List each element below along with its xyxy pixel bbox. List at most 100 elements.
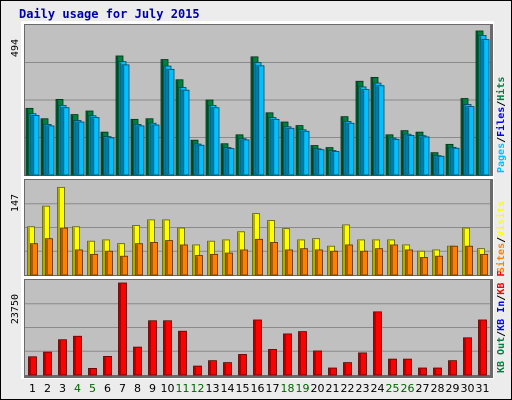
bar-kb_f-shade xyxy=(434,368,436,375)
x-tick-label: 28 xyxy=(431,382,445,395)
x-tick-label: 14 xyxy=(221,382,235,395)
bar-pages xyxy=(76,121,85,176)
x-tick-label: 27 xyxy=(416,382,430,395)
bar-hits-shade xyxy=(476,31,479,175)
x-tick-label: 13 xyxy=(206,382,220,395)
bar-hits-shade xyxy=(386,135,389,175)
bar-kb_f-shade xyxy=(194,366,196,375)
bar-files-shade xyxy=(29,114,32,175)
bar-sites-shade xyxy=(466,247,468,275)
bar-files-shade xyxy=(329,151,332,175)
bar-kb_f xyxy=(343,362,352,376)
bar-visits-shade xyxy=(58,188,60,275)
bar-kb_f xyxy=(358,352,367,376)
bar-kb_f xyxy=(373,311,382,376)
bar-visits-shade xyxy=(433,250,435,275)
bar-pages-shade xyxy=(482,40,485,175)
bar-kb_f xyxy=(58,339,67,376)
bar-pages-shade xyxy=(137,126,140,175)
bar-visits-shade xyxy=(103,240,105,275)
bar-pages xyxy=(121,64,130,176)
bar-pages xyxy=(346,122,355,176)
bar-files-shade xyxy=(464,105,467,175)
bar-visits-shade xyxy=(193,245,195,275)
bar-sites xyxy=(330,250,338,276)
bar-kb_f-shade xyxy=(359,353,361,375)
bar-pages-shade xyxy=(227,149,230,175)
bar-sites xyxy=(105,250,113,276)
bar-pages xyxy=(106,137,115,176)
bar-sites xyxy=(30,243,38,276)
x-tick-label: 5 xyxy=(89,382,96,395)
bar-hits-shade xyxy=(161,60,164,175)
bar-kb_f-shade xyxy=(329,368,331,375)
bar-kb_f-shade xyxy=(239,355,241,375)
legend-entry: / xyxy=(496,331,507,337)
bar-hits-shade xyxy=(401,131,404,175)
bar-files-shade xyxy=(404,135,407,175)
bar-hits-shade xyxy=(341,117,344,175)
bar-pages xyxy=(286,127,295,176)
x-tick-label: 8 xyxy=(134,382,141,395)
x-tick-label: 1 xyxy=(29,382,36,395)
bar-sites-shade xyxy=(421,258,423,275)
bar-sites xyxy=(420,257,428,276)
bar-visits-shade xyxy=(28,227,30,275)
bar-kb_f xyxy=(268,349,277,376)
bar-visits-shade xyxy=(43,206,45,275)
bar-visits-shade xyxy=(88,242,90,275)
bar-hits-shade xyxy=(446,145,449,175)
bar-kb_f xyxy=(223,362,232,376)
bar-kb_f-shade xyxy=(44,352,46,375)
bar-sites-shade xyxy=(391,245,393,275)
legend-entry: Visits xyxy=(495,201,507,237)
x-tick-label: 24 xyxy=(371,382,385,395)
bar-kb_f xyxy=(433,367,442,376)
bar-visits-shade xyxy=(388,240,390,275)
x-tick-label: 4 xyxy=(74,382,81,395)
bar-kb_f-shade xyxy=(479,320,481,375)
bar-sites-shade xyxy=(166,241,168,275)
bar-kb_f xyxy=(253,319,262,376)
bar-files-shade xyxy=(359,87,362,175)
bar-sites xyxy=(240,249,248,276)
chart-title: Daily usage for July 2015 xyxy=(19,7,200,21)
bar-hits-shade xyxy=(236,135,239,175)
bar-sites-shade xyxy=(346,245,348,275)
bar-kb_f-shade xyxy=(419,368,421,375)
bar-pages-shade xyxy=(242,140,245,175)
bar-pages xyxy=(46,125,55,176)
x-tick-label: 26 xyxy=(401,382,415,395)
bar-sites xyxy=(345,244,353,276)
bar-kb_f-shade xyxy=(374,312,376,375)
panel-0-ymax-label: 494 xyxy=(10,39,21,57)
bar-kb_f-shade xyxy=(134,347,136,375)
bar-sites-shade xyxy=(211,255,213,275)
legend-entry: Sites xyxy=(495,243,507,273)
bar-visits-shade xyxy=(253,214,255,275)
bar-sites-shade xyxy=(151,243,153,275)
bar-sites xyxy=(390,244,398,276)
bar-pages-shade xyxy=(392,140,395,175)
bar-pages-shade xyxy=(467,107,470,175)
bar-sites-shade xyxy=(451,247,453,275)
bar-kb_f xyxy=(148,320,157,376)
bar-kb_f xyxy=(28,356,37,376)
bar-kb_f xyxy=(178,330,187,376)
bar-sites-shade xyxy=(301,249,303,275)
legend-entry: Pages xyxy=(496,143,507,173)
bar-sites-shade xyxy=(286,250,288,275)
bar-pages-shade xyxy=(47,126,50,175)
bar-files-shade xyxy=(44,125,47,175)
bar-visits-shade xyxy=(373,240,375,275)
bar-hits-shade xyxy=(146,119,149,175)
bar-sites xyxy=(195,255,203,276)
bar-pages xyxy=(406,135,415,176)
bar-sites-shade xyxy=(61,228,63,275)
bar-pages xyxy=(466,106,475,176)
bar-pages-shade xyxy=(107,138,110,175)
bar-pages-shade xyxy=(377,86,380,175)
bar-files-shade xyxy=(374,83,377,175)
bar-visits-shade xyxy=(448,247,450,275)
bar-pages xyxy=(301,130,310,176)
